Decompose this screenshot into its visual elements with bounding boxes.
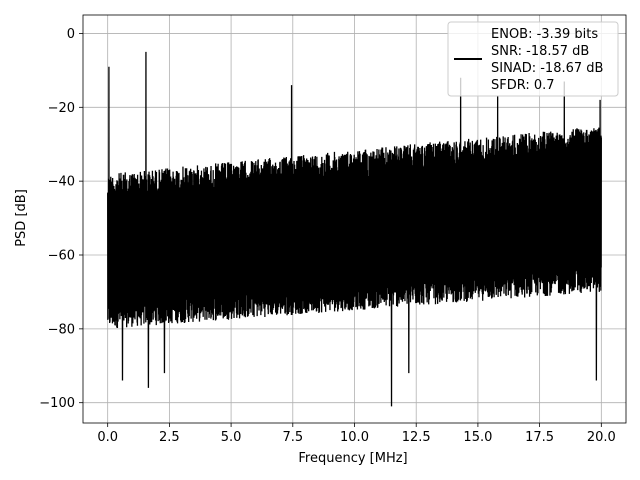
x-tick-label: 2.5: [159, 430, 180, 445]
y-tick-label: −40: [48, 175, 75, 190]
x-tick-label: 17.5: [525, 430, 554, 445]
plot-frame: [82, 14, 627, 424]
legend: ENOB: -3.39 bits SNR: -18.57 dB SINAD: -…: [447, 21, 619, 97]
axes-layer: 0.0 2.5 5.0 7.5 10.0 12.5 15.0 17.5 20.0 0 −20 −40 −…: [39, 14, 627, 445]
y-tick-label: −20: [48, 101, 75, 116]
x-tick-label: 5.0: [221, 430, 242, 445]
x-tick-label: 20.0: [587, 430, 616, 445]
legend-box: [447, 21, 619, 97]
legend-line-enob: ENOB: -3.39 bits: [491, 27, 598, 42]
series-layer: [107, 51, 602, 407]
x-tick-label: 7.5: [282, 430, 303, 445]
y-tick-label: 0: [67, 27, 75, 42]
x-tick-label: 0.0: [97, 430, 118, 445]
psd-series-line: [107, 51, 602, 407]
y-tick-label: −80: [48, 322, 75, 337]
x-tick-label: 12.5: [402, 430, 431, 445]
x-tick-label: 15.0: [463, 430, 492, 445]
legend-line-snr: SNR: -18.57 dB: [491, 44, 589, 59]
y-tick-label: −100: [39, 396, 75, 411]
x-tick-label: 10.0: [340, 430, 369, 445]
y-tick-label: −60: [48, 249, 75, 264]
legend-line-sinad: SINAD: -18.67 dB: [491, 61, 603, 76]
x-axis-label: Frequency [MHz]: [298, 451, 407, 466]
legend-line-sfdr: SFDR: 0.7: [491, 78, 555, 93]
y-axis-label: PSD [dB]: [14, 189, 29, 247]
